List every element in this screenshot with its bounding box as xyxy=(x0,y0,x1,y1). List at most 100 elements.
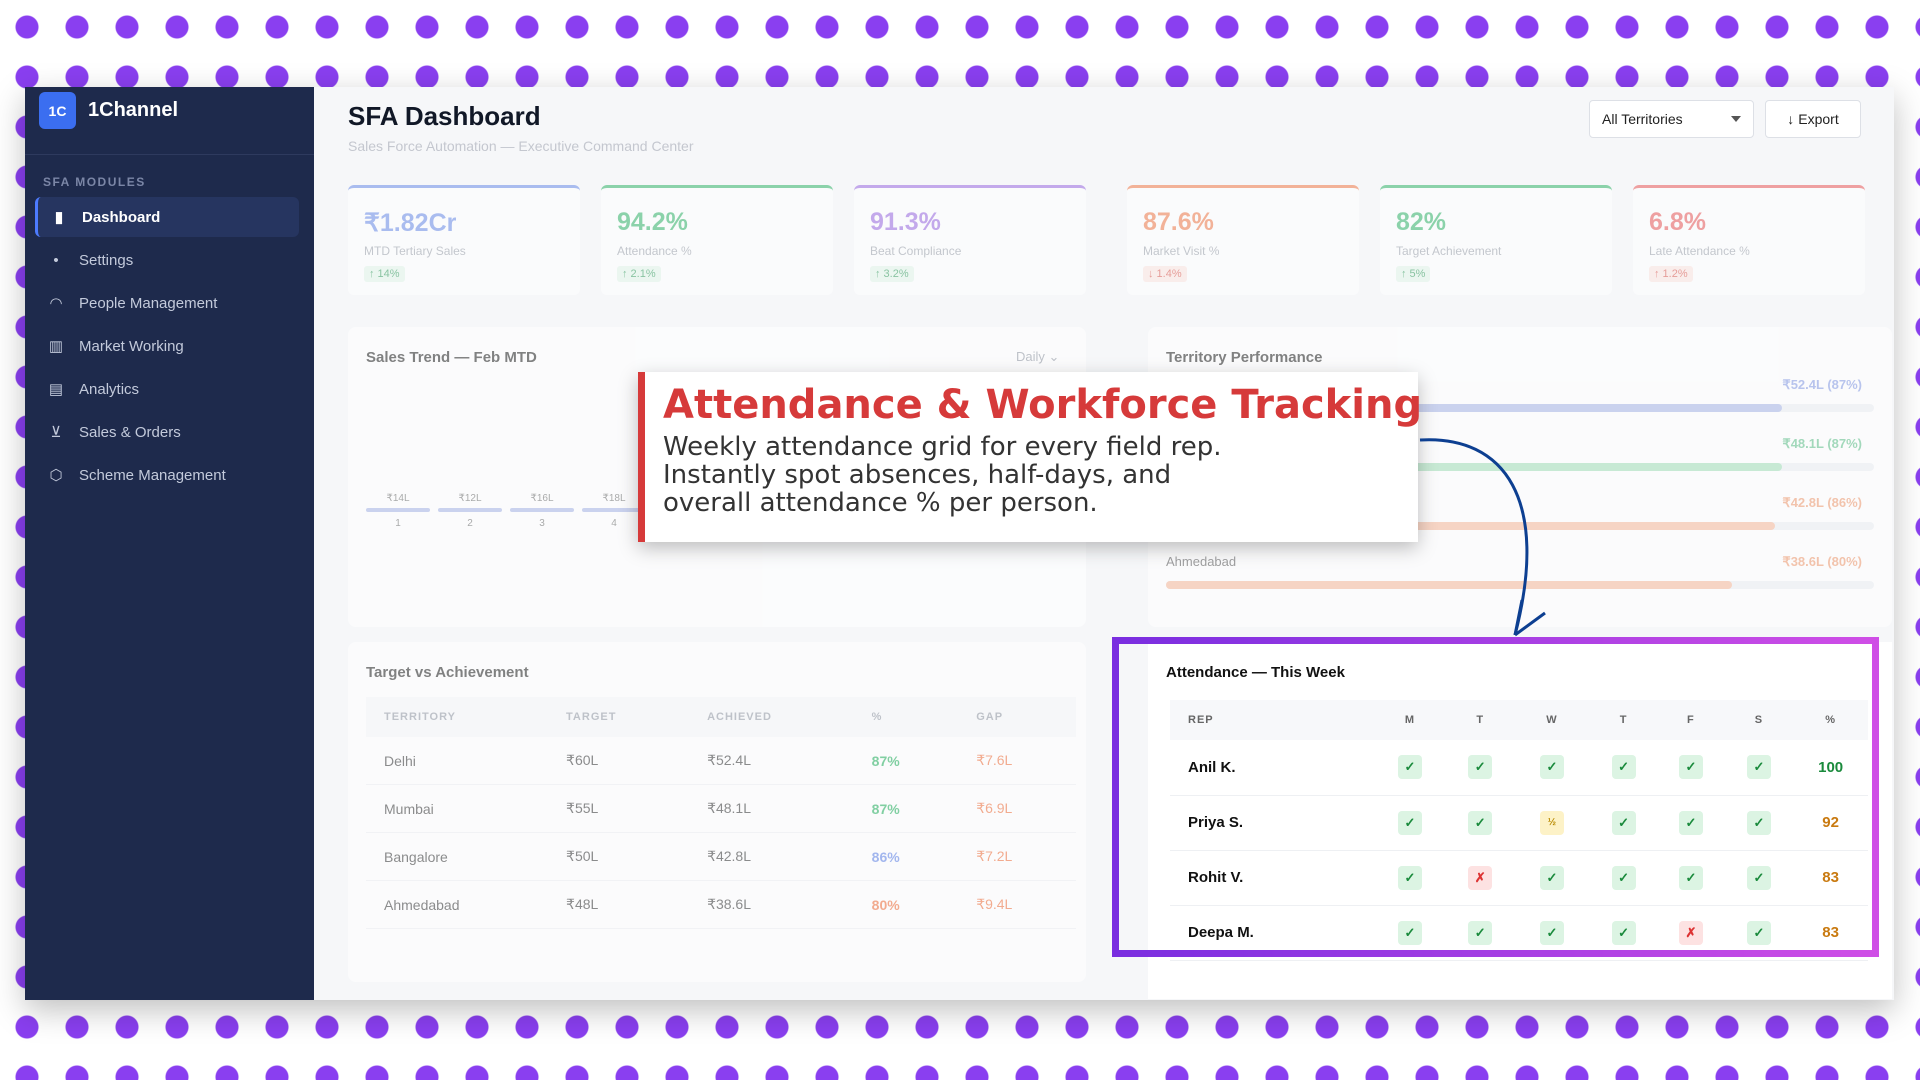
trend-bar: ₹18L 4 xyxy=(582,493,646,529)
gap-cell: ₹7.2L xyxy=(958,832,1076,881)
sidebar-item-dashboard[interactable]: ▮ Dashboard xyxy=(35,197,299,237)
territory-name: Ahmedabad xyxy=(1166,554,1237,569)
kpi-card: 6.8% Late Attendance % ↑ 1.2% xyxy=(1633,185,1865,295)
sidebar-item-market-working[interactable]: ▥ Market Working xyxy=(35,326,299,366)
kpi-label: Late Attendance % xyxy=(1649,244,1750,258)
kpi-value: 82% xyxy=(1396,208,1447,236)
territory-bar xyxy=(1166,581,1874,589)
sidebar-item-people-management[interactable]: ◠ People Management xyxy=(35,283,299,323)
callout-arrow-icon xyxy=(1419,438,1546,637)
sidebar-item-label: Scheme Management xyxy=(79,466,226,484)
kpi-card: 94.2% Attendance % ↑ 2.1% xyxy=(601,185,833,295)
callout-title: Attendance & Workforce Tracking xyxy=(663,382,1423,428)
territory-cell: Mumbai xyxy=(366,784,549,833)
brand-name: 1Channel xyxy=(88,99,179,121)
kpi-delta: ↑ 14% xyxy=(364,266,405,282)
sidebar-item-settings[interactable]: • Settings xyxy=(35,240,299,280)
territory-bar xyxy=(1166,463,1874,471)
pct-cell: 86% xyxy=(853,832,959,881)
gap-cell: ₹9.4L xyxy=(958,880,1076,929)
table-row: Delhi ₹60L ₹52.4L 87% ₹7.6L xyxy=(366,737,1076,785)
gap-cell: ₹6.9L xyxy=(958,784,1076,833)
territory-cell: Ahmedabad xyxy=(366,880,549,929)
brand-logo: 1C xyxy=(39,92,76,129)
territory-select-value: All Territories xyxy=(1602,111,1683,127)
table-row: Ahmedabad ₹48L ₹38.6L 80% ₹9.4L xyxy=(366,880,1076,929)
caret-down-icon xyxy=(1731,116,1741,122)
achieved-cell: ₹52.4L xyxy=(689,737,854,785)
sales-trend-title: Sales Trend — Feb MTD xyxy=(366,349,537,366)
sidebar-item-scheme-management[interactable]: ⬡ Scheme Management xyxy=(35,455,299,495)
territory-select[interactable]: All Territories xyxy=(1589,100,1754,138)
territory-value: ₹52.4L (87%) xyxy=(1782,377,1862,392)
trend-bar: ₹12L 2 xyxy=(438,493,502,529)
kpi-value: 87.6% xyxy=(1143,208,1214,236)
kpi-value: 6.8% xyxy=(1649,208,1706,236)
sidebar-nav: ▮ Dashboard • Settings ◠ People Management ▥ Ma… xyxy=(35,197,299,498)
territory-bar-fill xyxy=(1166,463,1782,471)
territory-performance-title: Territory Performance xyxy=(1166,349,1323,366)
kpi-card: 91.3% Beat Compliance ↑ 3.2% xyxy=(854,185,1086,295)
territory-performance-card: Territory Performance ₹52.4L (87%) ₹48.1L… xyxy=(1148,327,1892,627)
territory-bar-fill xyxy=(1166,404,1782,412)
territory-value: ₹42.8L (86%) xyxy=(1782,495,1862,510)
kpi-value: ₹1.82Cr xyxy=(364,209,457,237)
pct-cell: 80% xyxy=(853,880,959,929)
sidebar-item-label: Settings xyxy=(79,251,134,269)
trend-bar-value: ₹12L xyxy=(458,493,482,504)
kpi-value: 91.3% xyxy=(870,208,941,236)
territory-bar-fill xyxy=(1166,522,1775,530)
sidebar-item-label: Analytics xyxy=(79,380,140,398)
target-cell: ₹50L xyxy=(548,832,690,881)
sidebar-item-label: Sales & Orders xyxy=(79,423,181,441)
export-button[interactable]: ↓ Export xyxy=(1765,100,1861,138)
kpi-card: 82% Target Achievement ↑ 5% xyxy=(1380,185,1612,295)
brand[interactable]: 1C 1Channel xyxy=(39,92,178,129)
target-vs-achievement-card: Target vs Achievement TERRITORY TARGET ACH… xyxy=(348,642,1086,982)
chevron-down-icon: ⌄ xyxy=(1048,349,1060,364)
kpi-delta: ↓ 1.4% xyxy=(1143,266,1187,282)
kpi-delta: ↑ 5% xyxy=(1396,266,1431,282)
territory-cell: Bangalore xyxy=(366,832,549,881)
trend-bar: ₹14L 1 xyxy=(366,493,430,529)
target-table-body: Delhi ₹60L ₹52.4L 87% ₹7.6L Mumbai ₹55L ₹48.1L 8… xyxy=(366,737,1076,929)
page-subtitle: Sales Force Automation — Executive Comma… xyxy=(348,138,694,154)
achieved-cell: ₹38.6L xyxy=(689,880,854,929)
kpi-delta: ↑ 1.2% xyxy=(1649,266,1693,282)
kpi-delta: ↑ 2.1% xyxy=(617,266,661,282)
sidebar-item-sales-orders[interactable]: ⊻ Sales & Orders xyxy=(35,412,299,452)
trend-bar-day: 1 xyxy=(395,518,401,529)
sidebar-item-label: Dashboard xyxy=(82,208,161,226)
gap-cell: ₹7.6L xyxy=(958,737,1076,785)
table-row: Bangalore ₹50L ₹42.8L 86% ₹7.2L xyxy=(366,832,1076,881)
pct-cell: 87% xyxy=(853,784,959,833)
tag-icon: ⬡ xyxy=(49,467,63,484)
target-cell: ₹48L xyxy=(548,880,690,929)
period-select[interactable]: Daily ⌄ xyxy=(1016,349,1059,365)
sidebar-item-label: People Management xyxy=(79,294,218,312)
sidebar-section-label: SFA MODULES xyxy=(43,175,146,189)
sidebar-divider xyxy=(25,154,314,155)
trend-bar-line xyxy=(366,508,430,512)
trend-bar-day: 2 xyxy=(467,518,473,529)
territory-cell: Delhi xyxy=(366,737,549,785)
kpi-label: Beat Compliance xyxy=(870,244,962,258)
kpi-delta: ↑ 3.2% xyxy=(870,266,914,282)
cart-icon: ⊻ xyxy=(50,424,62,441)
people-icon: ◠ xyxy=(49,295,63,312)
trend-bar-value: ₹18L xyxy=(602,493,626,504)
analytics-icon: ▤ xyxy=(48,381,64,398)
sidebar-item-analytics[interactable]: ▤ Analytics xyxy=(35,369,299,409)
kpi-card: ₹1.82Cr MTD Tertiary Sales ↑ 14% xyxy=(348,185,580,295)
achieved-cell: ₹42.8L xyxy=(689,832,854,881)
sidebar: 1C 1Channel SFA MODULES ▮ Dashboard • Setti… xyxy=(25,87,314,1000)
target-table: TERRITORY TARGET ACHIEVED% GAP Delhi ₹60L ₹52… xyxy=(366,697,1076,929)
kpi-label: MTD Tertiary Sales xyxy=(364,244,466,258)
kpi-value: 94.2% xyxy=(617,208,688,236)
territory-bar xyxy=(1166,404,1874,412)
sidebar-item-label: Market Working xyxy=(79,337,184,355)
column-header: TARGET xyxy=(548,697,690,737)
download-arrow-icon: ↓ xyxy=(1787,111,1795,127)
kpi-label: Target Achievement xyxy=(1396,244,1502,258)
table-row: Mumbai ₹55L ₹48.1L 87% ₹6.9L xyxy=(366,784,1076,833)
